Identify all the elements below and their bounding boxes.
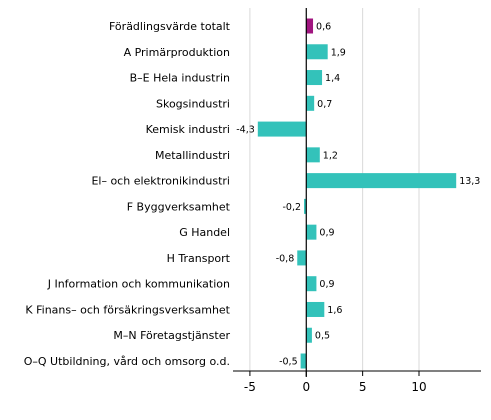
x-tick-label: 10 bbox=[411, 380, 426, 394]
value-label: -0,5 bbox=[279, 357, 298, 368]
value-label: 0,9 bbox=[319, 279, 334, 290]
bar bbox=[306, 95, 315, 111]
bar bbox=[306, 173, 457, 189]
category-label: Skogsindustri bbox=[156, 97, 230, 110]
category-label: O–Q Utbildning, vård och omsorg o.d. bbox=[24, 355, 230, 368]
bar bbox=[304, 198, 307, 214]
x-tick-label: 0 bbox=[302, 380, 310, 394]
category-label: El– och elektronikindustri bbox=[91, 175, 230, 188]
bar bbox=[306, 44, 328, 60]
bar bbox=[306, 224, 317, 240]
category-label: F Byggverksamhet bbox=[127, 200, 231, 213]
bar bbox=[306, 327, 312, 343]
value-label: -0,2 bbox=[282, 202, 301, 213]
axis-layer bbox=[233, 8, 481, 377]
value-label: 13,3 bbox=[459, 176, 480, 187]
category-label: Förädlingsvärde totalt bbox=[109, 20, 231, 33]
value-label: -4,3 bbox=[236, 125, 255, 136]
value-label: 1,9 bbox=[331, 47, 346, 58]
bar bbox=[306, 301, 325, 317]
category-label: Kemisk industri bbox=[146, 123, 230, 136]
category-label: B–E Hela industrin bbox=[130, 72, 230, 85]
category-label: J Information och kommunikation bbox=[47, 278, 230, 291]
bar bbox=[306, 276, 317, 292]
x-tick-label: 5 bbox=[359, 380, 367, 394]
label-layer: Förädlingsvärde totalt 0,6 A Primärprodukt… bbox=[24, 20, 481, 394]
value-label: 1,4 bbox=[325, 73, 340, 84]
bar bbox=[300, 353, 307, 369]
category-label: A Primärproduktion bbox=[124, 46, 230, 59]
value-label: 0,5 bbox=[315, 331, 330, 342]
category-label: H Transport bbox=[167, 252, 231, 265]
bar bbox=[257, 121, 307, 137]
value-label: 1,6 bbox=[327, 305, 342, 316]
value-label: -0,8 bbox=[276, 253, 295, 264]
category-label: M–N Företagstjänster bbox=[113, 329, 230, 342]
value-label: 1,2 bbox=[323, 150, 338, 161]
x-tick-label: -5 bbox=[244, 380, 256, 394]
category-label: K Finans– och försäkringsverksamhet bbox=[25, 303, 230, 316]
bar bbox=[306, 147, 320, 163]
category-label: Metallindustri bbox=[155, 149, 230, 162]
value-label: 0,6 bbox=[316, 22, 331, 33]
bar bbox=[297, 250, 307, 266]
value-label: 0,9 bbox=[319, 228, 334, 239]
bar bbox=[306, 70, 323, 86]
grid-layer bbox=[249, 8, 420, 371]
bar bbox=[306, 18, 314, 34]
bar-layer bbox=[257, 18, 457, 369]
value-label: 0,7 bbox=[317, 99, 332, 110]
category-label: G Handel bbox=[179, 226, 230, 239]
